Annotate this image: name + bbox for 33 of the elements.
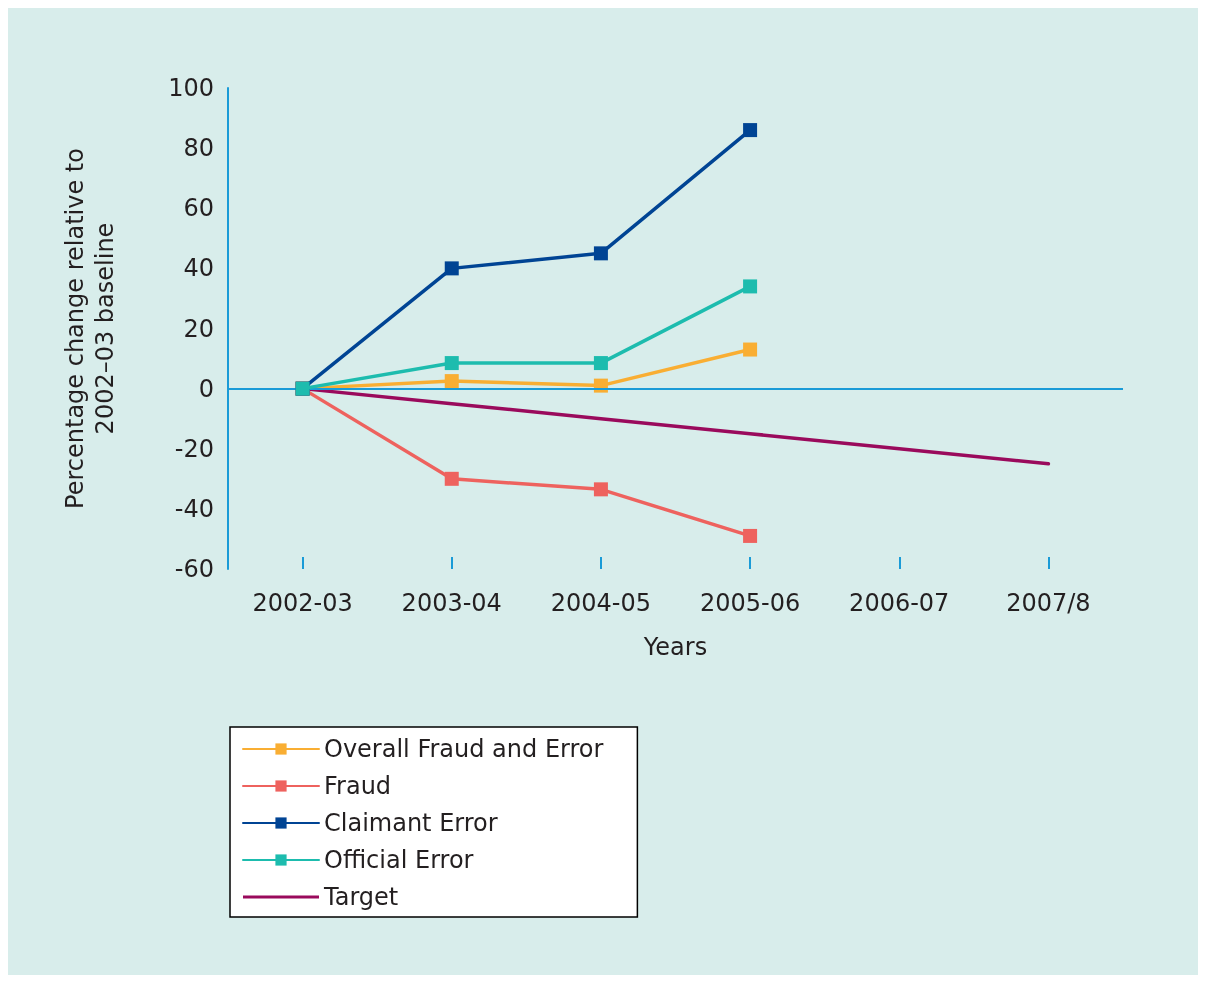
x-axis-title: Years — [642, 633, 708, 661]
point — [743, 528, 758, 543]
legend-label: Claimant Error — [324, 809, 498, 837]
legend-label: Target — [323, 883, 399, 911]
x-tick-label: 2006-07 — [849, 589, 950, 617]
point — [444, 374, 459, 389]
y-tick-label: 40 — [183, 254, 214, 283]
point — [743, 342, 758, 357]
point — [444, 261, 459, 276]
point — [444, 471, 459, 486]
point — [593, 356, 608, 371]
x-tick-label: 2007/8 — [1006, 589, 1091, 617]
y-tick-label: -20 — [174, 434, 214, 463]
y-axis-title: Percentage change relative to 2002–03 baseline — [61, 148, 119, 509]
point — [444, 356, 459, 371]
y-tick-label: 60 — [183, 194, 214, 223]
legend-label: Overall Fraud and Error — [324, 735, 604, 763]
x-tick-label: 2002-03 — [252, 589, 353, 617]
x-tick-label: 2004-05 — [550, 589, 652, 617]
y-tick-label: -40 — [174, 494, 214, 523]
y-tick-label: 100 — [168, 74, 214, 102]
point — [593, 246, 608, 261]
point — [743, 279, 758, 294]
y-tick-label: 80 — [183, 134, 214, 163]
legend-label: Fraud — [324, 772, 392, 800]
y-tick-label: 0 — [198, 374, 214, 403]
y-tick-label: -60 — [174, 555, 214, 583]
y-tick-label: 20 — [183, 314, 214, 343]
point — [593, 482, 608, 497]
legend-label: Official Error — [324, 846, 474, 874]
point — [743, 123, 758, 138]
x-tick-label: 2003-04 — [401, 589, 502, 617]
x-tick-label: 2005-06 — [699, 589, 801, 617]
